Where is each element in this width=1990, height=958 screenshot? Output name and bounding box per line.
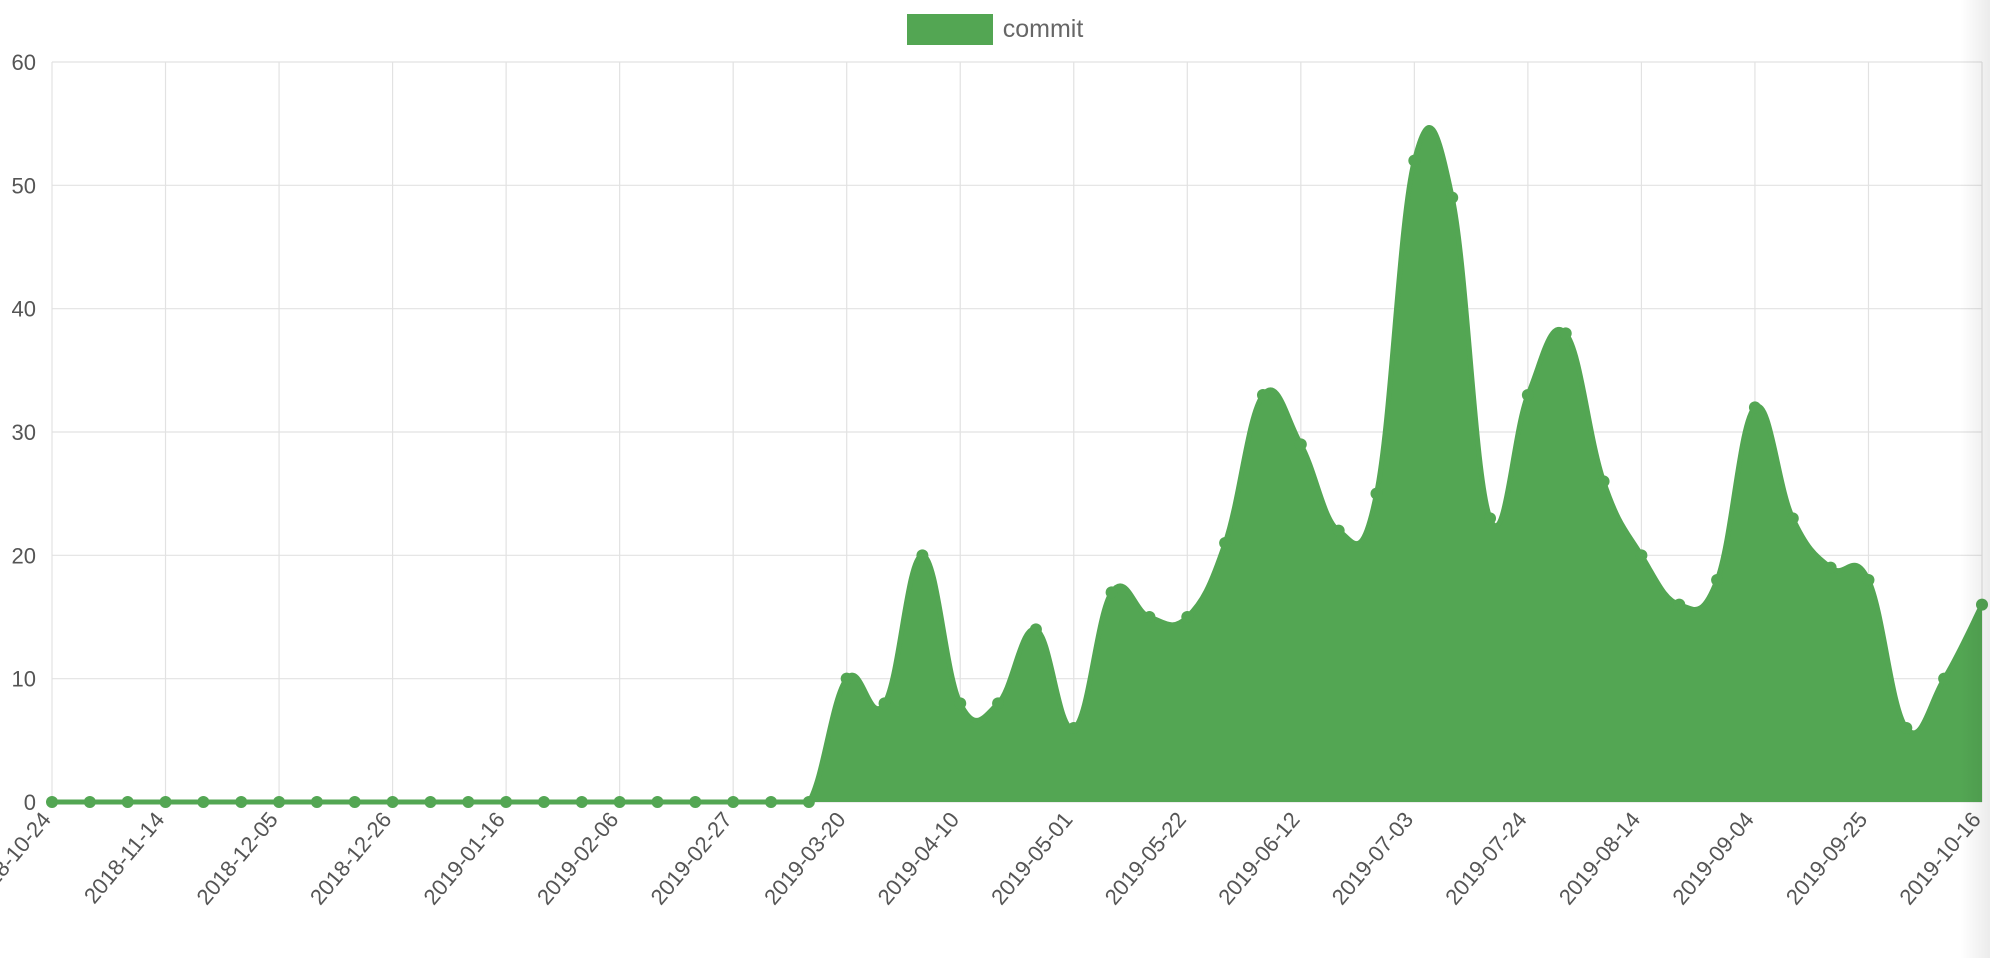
data-point[interactable]: [348, 796, 361, 808]
data-point[interactable]: [1294, 438, 1307, 451]
data-point[interactable]: [1219, 537, 1232, 549]
y-tick-label: 20: [12, 543, 36, 568]
y-axis-ticks: 0 10 20 30 40 50 60: [12, 50, 36, 815]
x-tick-label: 2019-09-04: [1667, 807, 1758, 909]
data-point[interactable]: [575, 796, 588, 808]
y-tick-label: 50: [12, 173, 36, 198]
data-point[interactable]: [1408, 154, 1421, 167]
x-tick-label: 2019-04-10: [873, 807, 964, 909]
series-fill: [52, 127, 1982, 803]
x-tick-label: 2019-09-25: [1781, 807, 1872, 909]
y-tick-label: 0: [24, 790, 36, 815]
data-point[interactable]: [1862, 574, 1875, 586]
x-tick-label: 2019-02-06: [532, 807, 623, 909]
data-point[interactable]: [765, 796, 778, 808]
y-tick-label: 40: [12, 297, 36, 322]
data-point[interactable]: [273, 796, 286, 808]
data-point[interactable]: [1976, 598, 1988, 611]
data-point[interactable]: [310, 796, 323, 808]
data-point[interactable]: [83, 796, 96, 808]
x-tick-label: 2018-11-14: [79, 807, 169, 908]
data-point[interactable]: [1824, 561, 1837, 574]
y-tick-label: 10: [12, 667, 36, 692]
data-point[interactable]: [613, 796, 626, 808]
legend-label: commit: [1002, 15, 1084, 43]
x-tick-label: 2019-07-24: [1440, 807, 1531, 909]
data-point[interactable]: [1711, 574, 1724, 586]
data-point[interactable]: [1446, 191, 1459, 204]
data-point[interactable]: [840, 672, 853, 685]
series-points: [46, 154, 1988, 808]
data-point[interactable]: [197, 796, 210, 808]
data-point[interactable]: [1484, 512, 1497, 525]
data-point[interactable]: [1748, 401, 1761, 414]
data-point[interactable]: [1029, 623, 1042, 636]
data-point[interactable]: [651, 796, 664, 808]
data-point[interactable]: [159, 796, 172, 808]
y-tick-label: 60: [12, 50, 36, 75]
x-tick-label: 2019-07-03: [1327, 807, 1418, 909]
data-point[interactable]: [1143, 611, 1156, 623]
data-point[interactable]: [424, 796, 437, 808]
data-point[interactable]: [500, 796, 513, 808]
data-point[interactable]: [1332, 524, 1345, 537]
data-point[interactable]: [1900, 722, 1913, 734]
x-tick-label: 2019-08-14: [1554, 807, 1645, 909]
legend-swatch: [906, 14, 993, 45]
data-point[interactable]: [1786, 512, 1799, 525]
data-point[interactable]: [689, 796, 702, 808]
data-point[interactable]: [235, 796, 248, 808]
scroll-edge-shade: [1960, 0, 1990, 958]
x-tick-label: 2019-06-12: [1213, 807, 1304, 909]
data-point[interactable]: [878, 697, 891, 710]
data-point[interactable]: [1181, 611, 1194, 623]
x-tick-label: 2019-02-27: [646, 807, 737, 909]
data-point[interactable]: [1067, 722, 1080, 734]
x-tick-label: 2018-12-26: [305, 807, 396, 909]
legend[interactable]: commit: [0, 14, 1990, 45]
data-point[interactable]: [386, 796, 399, 808]
x-tick-label: 2018-10-24: [0, 807, 56, 909]
series-area: [52, 124, 1985, 805]
data-point[interactable]: [802, 796, 815, 808]
data-point[interactable]: [1673, 598, 1686, 611]
data-point[interactable]: [537, 796, 550, 808]
x-axis-ticks: 2018-10-24 2018-11-14 2018-12-05 2018-12-26…: [0, 807, 1986, 909]
x-tick-label: 2019-05-22: [1100, 807, 1191, 909]
data-point[interactable]: [462, 796, 475, 808]
data-point[interactable]: [992, 697, 1005, 710]
x-tick-label: 2019-05-01: [986, 807, 1077, 909]
data-point[interactable]: [1597, 475, 1610, 488]
x-tick-label: 2018-12-05: [191, 807, 282, 909]
data-point[interactable]: [121, 796, 134, 808]
data-point[interactable]: [1370, 487, 1383, 500]
data-point[interactable]: [1938, 672, 1951, 685]
data-point[interactable]: [954, 697, 967, 710]
data-point[interactable]: [1105, 586, 1118, 599]
data-point[interactable]: [1256, 389, 1269, 401]
data-point[interactable]: [916, 549, 929, 562]
data-point[interactable]: [1521, 389, 1534, 401]
x-tick-label: 2019-01-16: [418, 807, 509, 909]
data-point[interactable]: [1635, 549, 1648, 562]
data-point[interactable]: [727, 796, 740, 808]
data-point[interactable]: [1559, 327, 1572, 340]
y-tick-label: 30: [12, 420, 36, 445]
data-point[interactable]: [46, 796, 58, 808]
x-tick-label: 2019-03-20: [759, 807, 850, 909]
